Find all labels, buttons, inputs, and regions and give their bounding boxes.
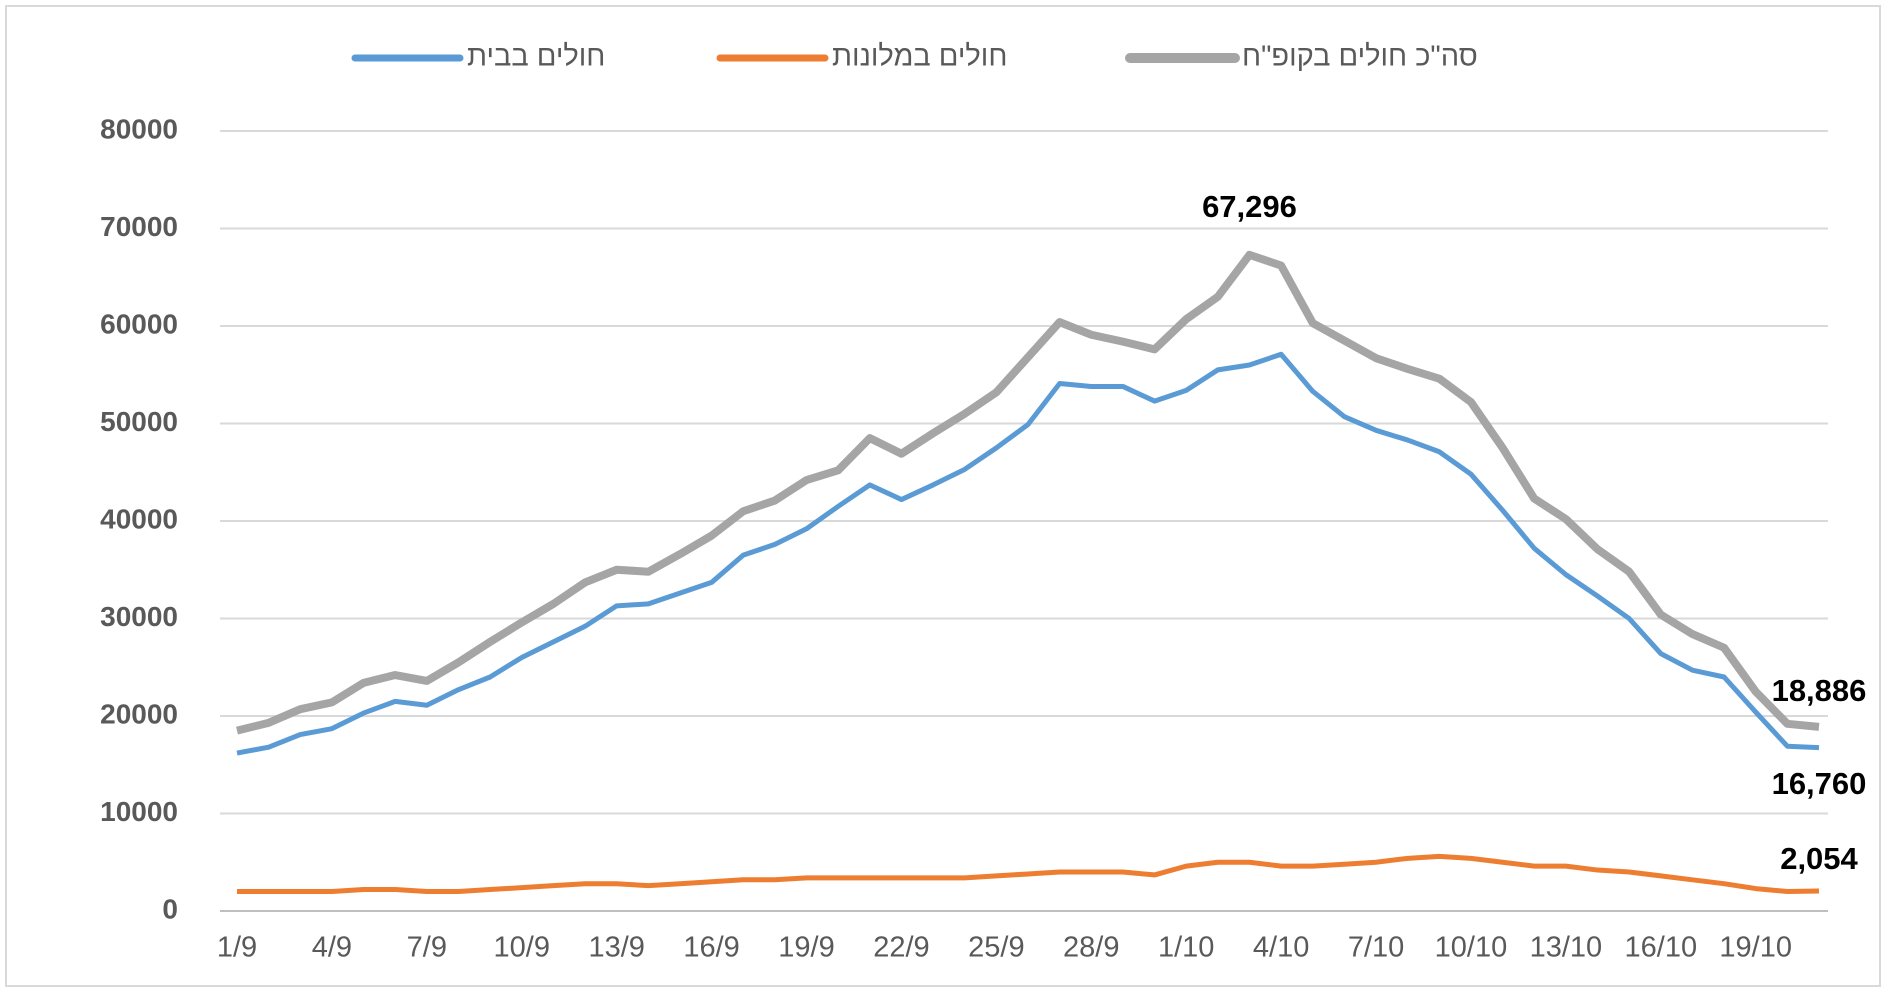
y-tick-label: 50000 — [100, 406, 178, 437]
x-tick-label: 13/9 — [588, 932, 644, 964]
x-tick-label: 10/10 — [1435, 932, 1508, 964]
y-tick-label: 0 — [162, 893, 178, 924]
x-tick-label: 1/10 — [1158, 932, 1214, 964]
chart-frame — [5, 5, 1881, 987]
series-line — [236, 351, 1820, 756]
data-label: 67,296 — [1202, 189, 1297, 224]
y-tick-label: 30000 — [100, 601, 178, 632]
legend-label: סה"כ חולים בקופ"ח — [1242, 41, 1478, 73]
legend-label: חולים במלונות — [832, 41, 1007, 73]
data-label: 18,886 — [1772, 673, 1867, 708]
y-tick-label: 10000 — [100, 796, 178, 827]
y-tick-label: 70000 — [100, 211, 178, 242]
x-tick-label: 16/10 — [1625, 932, 1698, 964]
x-tick-label: 7/10 — [1348, 932, 1404, 964]
y-tick-label: 60000 — [100, 308, 178, 339]
data-label: 2,054 — [1780, 841, 1858, 876]
x-tick-label: 28/9 — [1063, 932, 1119, 964]
series-line — [237, 853, 1820, 894]
legend-label: חולים בבית — [467, 41, 605, 73]
x-tick-label: 16/9 — [683, 932, 739, 964]
x-tick-label: 25/9 — [968, 932, 1024, 964]
x-tick-label: 7/9 — [407, 932, 447, 964]
y-tick-label: 40000 — [100, 503, 178, 534]
y-tick-label: 20000 — [100, 698, 178, 729]
x-tick-label: 1/9 — [217, 932, 257, 964]
data-label: 16,760 — [1772, 766, 1867, 801]
x-tick-label: 4/9 — [312, 932, 352, 964]
x-tick-label: 19/9 — [778, 932, 834, 964]
x-tick-label: 13/10 — [1530, 932, 1603, 964]
x-tick-label: 4/10 — [1253, 932, 1309, 964]
series-line — [236, 250, 1820, 735]
y-tick-label: 80000 — [100, 113, 178, 144]
x-tick-label: 19/10 — [1719, 932, 1792, 964]
x-tick-label: 10/9 — [494, 932, 550, 964]
x-tick-label: 22/9 — [873, 932, 929, 964]
